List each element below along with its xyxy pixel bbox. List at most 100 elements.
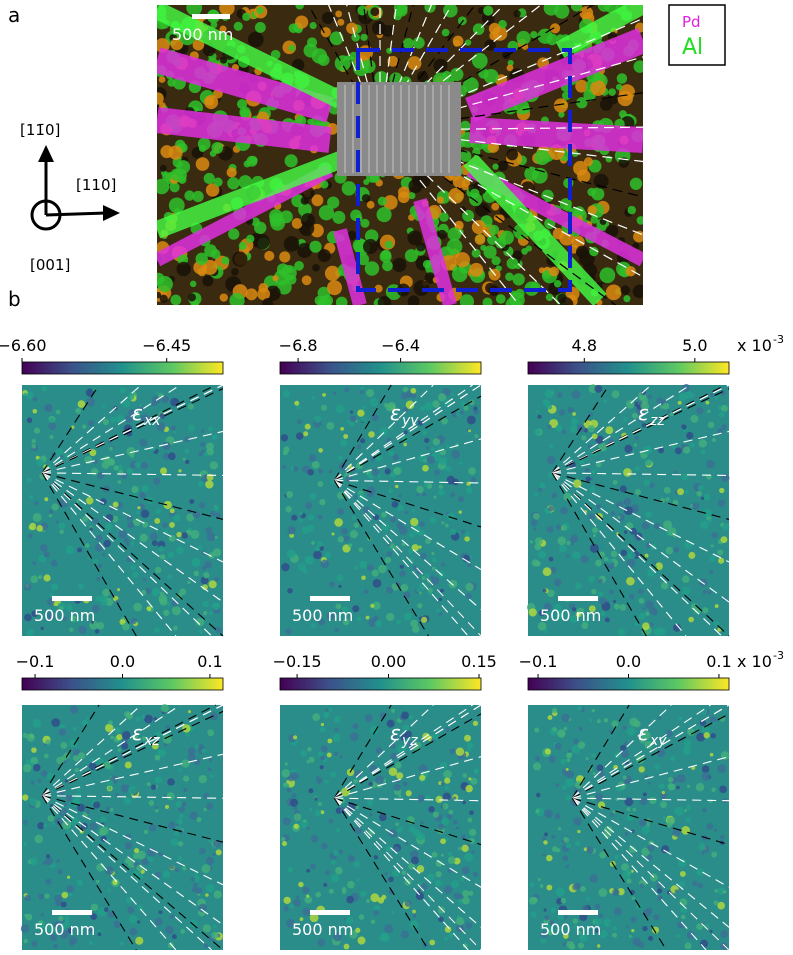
texture-dot	[310, 493, 316, 499]
texture-dot	[198, 744, 203, 749]
texture-dot	[193, 883, 198, 888]
texture-dot	[82, 720, 89, 727]
texture-dot	[408, 548, 413, 553]
texture-dot	[96, 880, 100, 884]
texture-dot	[321, 295, 333, 307]
texture-dot	[165, 926, 174, 935]
texture-dot	[683, 446, 690, 453]
texture-dot	[45, 739, 51, 745]
texture-dot	[634, 436, 638, 440]
texture-dot	[586, 477, 591, 482]
texture-dot	[638, 589, 643, 594]
sem-inset	[337, 82, 461, 176]
texture-dot	[551, 835, 555, 839]
texture-dot	[358, 547, 363, 552]
texture-dot	[298, 563, 306, 571]
texture-dot	[334, 728, 338, 732]
texture-dot	[718, 499, 725, 506]
texture-dot	[430, 517, 436, 523]
texture-dot	[178, 768, 182, 772]
texture-dot	[262, 298, 273, 309]
texture-dot	[40, 544, 48, 552]
scale-bar-label: 500 nm	[172, 25, 233, 44]
texture-dot	[44, 754, 49, 759]
texture-dot	[209, 611, 213, 615]
texture-dot	[127, 393, 134, 400]
texture-dot	[446, 445, 450, 449]
texture-dot	[299, 519, 303, 523]
texture-dot	[570, 425, 578, 433]
texture-dot	[45, 857, 53, 865]
texture-dot	[151, 784, 156, 789]
texture-dot	[207, 729, 214, 736]
texture-dot	[285, 762, 288, 765]
scale-bar-label: 500 nm	[292, 920, 353, 939]
texture-dot	[642, 825, 651, 834]
texture-dot	[341, 528, 348, 535]
texture-dot	[363, 506, 370, 513]
texture-dot	[104, 761, 112, 769]
texture-dot	[555, 743, 562, 750]
texture-dot	[549, 444, 553, 448]
texture-dot	[329, 581, 335, 587]
texture-dot	[60, 455, 63, 458]
texture-dot	[540, 884, 544, 888]
texture-dot	[545, 748, 551, 754]
texture-dot	[614, 855, 619, 860]
texture-dot	[581, 435, 586, 440]
texture-dot	[532, 897, 538, 903]
texture-dot	[453, 820, 458, 825]
texture-dot	[422, 430, 427, 435]
texture-dot	[125, 842, 133, 850]
texture-dot	[571, 418, 578, 425]
texture-dot	[691, 415, 699, 423]
texture-dot	[396, 620, 401, 625]
texture-dot	[320, 727, 326, 733]
texture-dot	[412, 910, 416, 914]
texture-dot	[717, 549, 723, 555]
texture-dot	[294, 813, 302, 821]
texture-dot	[95, 629, 100, 634]
texture-dot	[346, 22, 357, 33]
texture-dot	[219, 0, 235, 16]
texture-dot	[626, 807, 630, 811]
colorbar-tick-label: −6.45	[142, 336, 191, 355]
texture-dot	[543, 840, 548, 845]
texture-dot	[167, 79, 175, 87]
texture-dot	[471, 850, 475, 854]
texture-dot	[102, 461, 110, 469]
texture-dot	[290, 799, 298, 807]
strain-map: εyz500 nm	[280, 705, 481, 950]
texture-dot	[635, 489, 641, 495]
texture-dot	[44, 497, 48, 501]
texture-dot	[49, 514, 53, 518]
texture-dot	[124, 711, 130, 717]
texture-dot	[647, 394, 652, 399]
texture-dot	[613, 600, 616, 603]
strain-panel: −0.10.00.1εxz500 nm	[16, 652, 223, 950]
texture-dot	[552, 846, 558, 852]
texture-dot	[473, 23, 485, 35]
strain-map: εzz500 nm	[527, 384, 730, 636]
texture-dot	[467, 742, 473, 748]
texture-dot	[336, 297, 348, 309]
texture-dot	[181, 532, 188, 539]
texture-dot	[639, 598, 645, 604]
texture-dot	[117, 480, 121, 484]
texture-dot	[122, 731, 131, 740]
texture-dot	[115, 793, 118, 796]
texture-dot	[363, 239, 378, 254]
texture-dot	[538, 415, 542, 419]
texture-dot	[141, 462, 148, 469]
texture-dot	[456, 826, 460, 830]
texture-dot	[409, 532, 414, 537]
texture-dot	[720, 835, 724, 839]
texture-dot	[175, 801, 182, 808]
texture-dot	[365, 261, 379, 275]
texture-dot	[210, 150, 217, 157]
texture-dot	[444, 937, 448, 941]
texture-dot	[461, 530, 465, 534]
texture-dot	[147, 782, 151, 786]
texture-dot	[561, 898, 566, 903]
texture-dot	[424, 483, 428, 487]
